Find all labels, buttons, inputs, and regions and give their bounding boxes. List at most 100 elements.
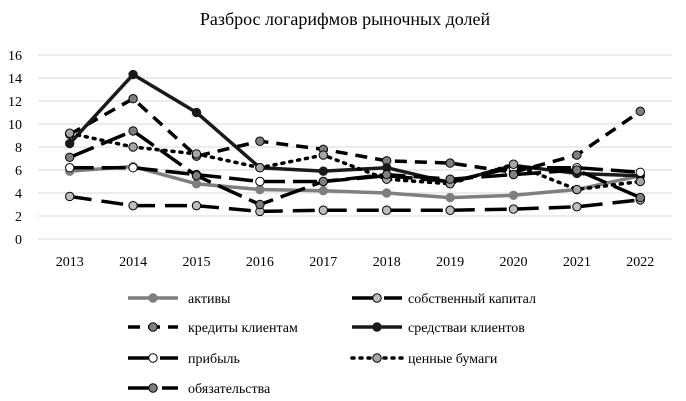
data-point: [318, 150, 328, 160]
series-line: [69, 194, 641, 214]
data-point: [572, 150, 582, 160]
y-tick-label: 4: [15, 187, 22, 202]
data-point: [635, 192, 645, 203]
legend-swatch-marker: [372, 353, 382, 363]
y-tick-label: 6: [15, 164, 22, 179]
y-tick-label: 14: [8, 72, 22, 87]
series-line: [69, 164, 641, 200]
data-point: [635, 167, 645, 178]
legend-label: прибыль: [188, 352, 240, 367]
y-tick-label: 10: [8, 118, 22, 133]
data-point: [318, 186, 328, 196]
x-tick-label: 2018: [373, 255, 401, 270]
data-point: [635, 176, 645, 187]
data-point: [572, 165, 582, 175]
x-tick-label: 2020: [500, 255, 528, 270]
x-tick-label: 2013: [56, 255, 84, 270]
legend-label: кредиты клиентам: [188, 321, 298, 336]
y-tick-label: 8: [15, 141, 22, 156]
legend-item: активы: [128, 292, 231, 307]
data-point: [65, 163, 75, 173]
y-tick-label: 16: [8, 49, 22, 64]
legend-swatch-marker: [148, 293, 158, 303]
chart-title: Разброс логарифмов рыночных долей: [200, 9, 491, 29]
legend-label: активы: [188, 292, 231, 307]
data-point: [508, 159, 519, 169]
y-axis-ticks: 0 2 4 6 8 10 12 14 16: [8, 49, 22, 248]
data-point: [128, 126, 138, 136]
data-point: [128, 69, 138, 80]
data-point: [635, 106, 645, 117]
data-point: [128, 200, 138, 211]
data-point: [255, 176, 265, 187]
series-7: [65, 126, 645, 210]
data-point: [382, 169, 392, 180]
series-line: [69, 129, 641, 207]
x-tick-label: 2017: [309, 255, 337, 270]
series-line: [68, 96, 642, 175]
data-point: [128, 142, 138, 152]
series-2: [65, 191, 645, 217]
legend-item: кредиты клиентам: [128, 321, 298, 336]
legend-label: собственный капитал: [408, 292, 536, 307]
x-tick-label: 2019: [436, 255, 464, 270]
x-axis-ticks: 2013 2014 2015 2016 2017 2018 2019 2020 2021 2022: [56, 255, 655, 270]
x-tick-label: 2021: [563, 255, 591, 270]
legend: активы собственный капитал кредиты клиента…: [128, 292, 536, 397]
data-point: [255, 163, 265, 173]
x-tick-label: 2015: [183, 255, 211, 270]
data-point: [128, 94, 138, 104]
legend-label: обязательства: [188, 382, 271, 397]
legend-swatch-marker: [372, 293, 382, 303]
x-tick-label: 2022: [626, 255, 654, 270]
data-point: [572, 184, 582, 195]
data-point: [191, 200, 202, 211]
data-point: [65, 152, 75, 163]
data-point: [382, 188, 392, 198]
legend-label: средстваи клиентов: [408, 321, 525, 336]
series-lines: [65, 69, 645, 217]
data-point: [508, 169, 519, 180]
data-point: [318, 205, 328, 215]
series-line: [68, 72, 641, 185]
data-point: [191, 107, 202, 118]
legend-item: обязательства: [128, 382, 271, 397]
series-line: [67, 131, 643, 192]
legend-item: прибыль: [128, 352, 240, 367]
data-point: [255, 199, 265, 210]
legend-item: собственный капитал: [352, 292, 536, 307]
legend-swatch-marker: [148, 383, 158, 393]
data-point: [445, 158, 455, 168]
data-point: [445, 174, 455, 184]
y-tick-label: 12: [8, 95, 22, 110]
x-tick-label: 2014: [119, 255, 147, 270]
data-point: [191, 179, 202, 189]
data-point: [255, 136, 265, 146]
data-point: [65, 128, 75, 138]
data-point: [255, 184, 265, 195]
data-point: [572, 202, 582, 212]
data-point: [382, 205, 392, 215]
data-point: [65, 138, 75, 149]
legend-label: ценные бумаги: [408, 352, 498, 367]
x-tick-label: 2016: [246, 255, 274, 270]
legend-item: средстваи клиентов: [352, 321, 525, 336]
series-3: [65, 94, 645, 178]
data-point: [318, 166, 328, 176]
legend-swatch-marker: [148, 353, 158, 363]
data-point: [65, 191, 75, 202]
legend-swatch-marker: [148, 322, 158, 332]
y-tick-label: 2: [15, 210, 22, 225]
data-point: [128, 163, 138, 173]
data-point: [508, 204, 519, 214]
data-point: [318, 176, 328, 187]
y-tick-label: 0: [15, 233, 22, 248]
data-point: [191, 171, 202, 181]
data-point: [445, 205, 455, 215]
legend-swatch-marker: [372, 322, 382, 332]
data-point: [508, 190, 519, 201]
data-point: [445, 192, 455, 203]
data-point: [191, 149, 202, 159]
legend-item: ценные бумаги: [350, 352, 498, 367]
